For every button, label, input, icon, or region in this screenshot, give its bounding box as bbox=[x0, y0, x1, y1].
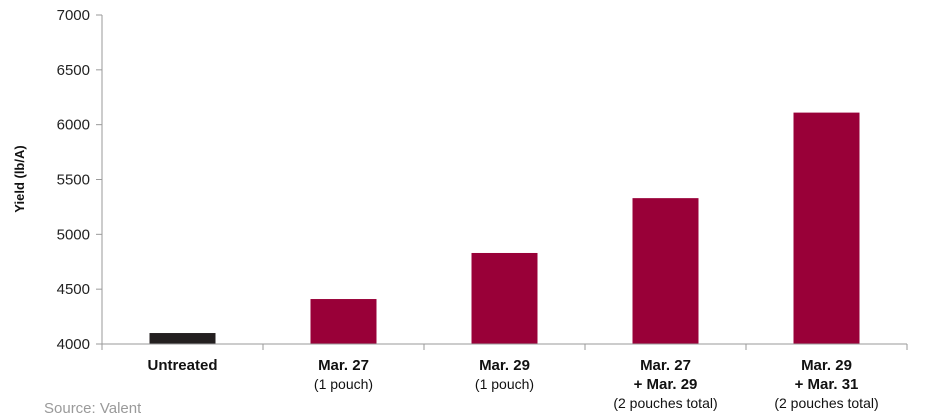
y-tick-label: 6500 bbox=[57, 62, 90, 79]
y-tick-label: 6000 bbox=[57, 117, 90, 134]
x-category-label: (1 pouch) bbox=[314, 376, 373, 392]
x-category-label: Untreated bbox=[147, 357, 217, 374]
bar bbox=[632, 198, 699, 344]
y-tick-label: 4000 bbox=[57, 336, 90, 353]
y-tick-label: 5500 bbox=[57, 172, 90, 189]
bar bbox=[471, 252, 538, 344]
y-axis-title: Yield (lb/A) bbox=[12, 145, 27, 212]
source-note: Source: Valent bbox=[44, 400, 142, 417]
x-category-label: Mar. 27 bbox=[318, 357, 369, 374]
x-category-label: + Mar. 29 bbox=[634, 376, 698, 393]
y-tick-label: 4500 bbox=[57, 281, 90, 298]
y-axis: 4000 4500 5000 5500 6000 6500 7000 bbox=[57, 7, 103, 353]
bars bbox=[149, 112, 860, 344]
x-category-label: (2 pouches total) bbox=[774, 395, 878, 411]
x-category-label: (1 pouch) bbox=[475, 376, 534, 392]
bar bbox=[793, 112, 860, 344]
x-category-label: Mar. 29 bbox=[801, 357, 852, 374]
x-category-label: + Mar. 31 bbox=[795, 376, 859, 393]
x-category-label: (2 pouches total) bbox=[613, 395, 717, 411]
y-tick-label: 5000 bbox=[57, 226, 90, 243]
bar bbox=[310, 299, 377, 344]
x-axis: Untreated Mar. 27 (1 pouch) Mar. 29 (1 pouch… bbox=[101, 343, 908, 411]
x-category-label: Mar. 27 bbox=[640, 357, 691, 374]
x-category-label: Mar. 29 bbox=[479, 357, 530, 374]
y-tick-label: 7000 bbox=[57, 7, 90, 24]
bar bbox=[149, 333, 216, 344]
